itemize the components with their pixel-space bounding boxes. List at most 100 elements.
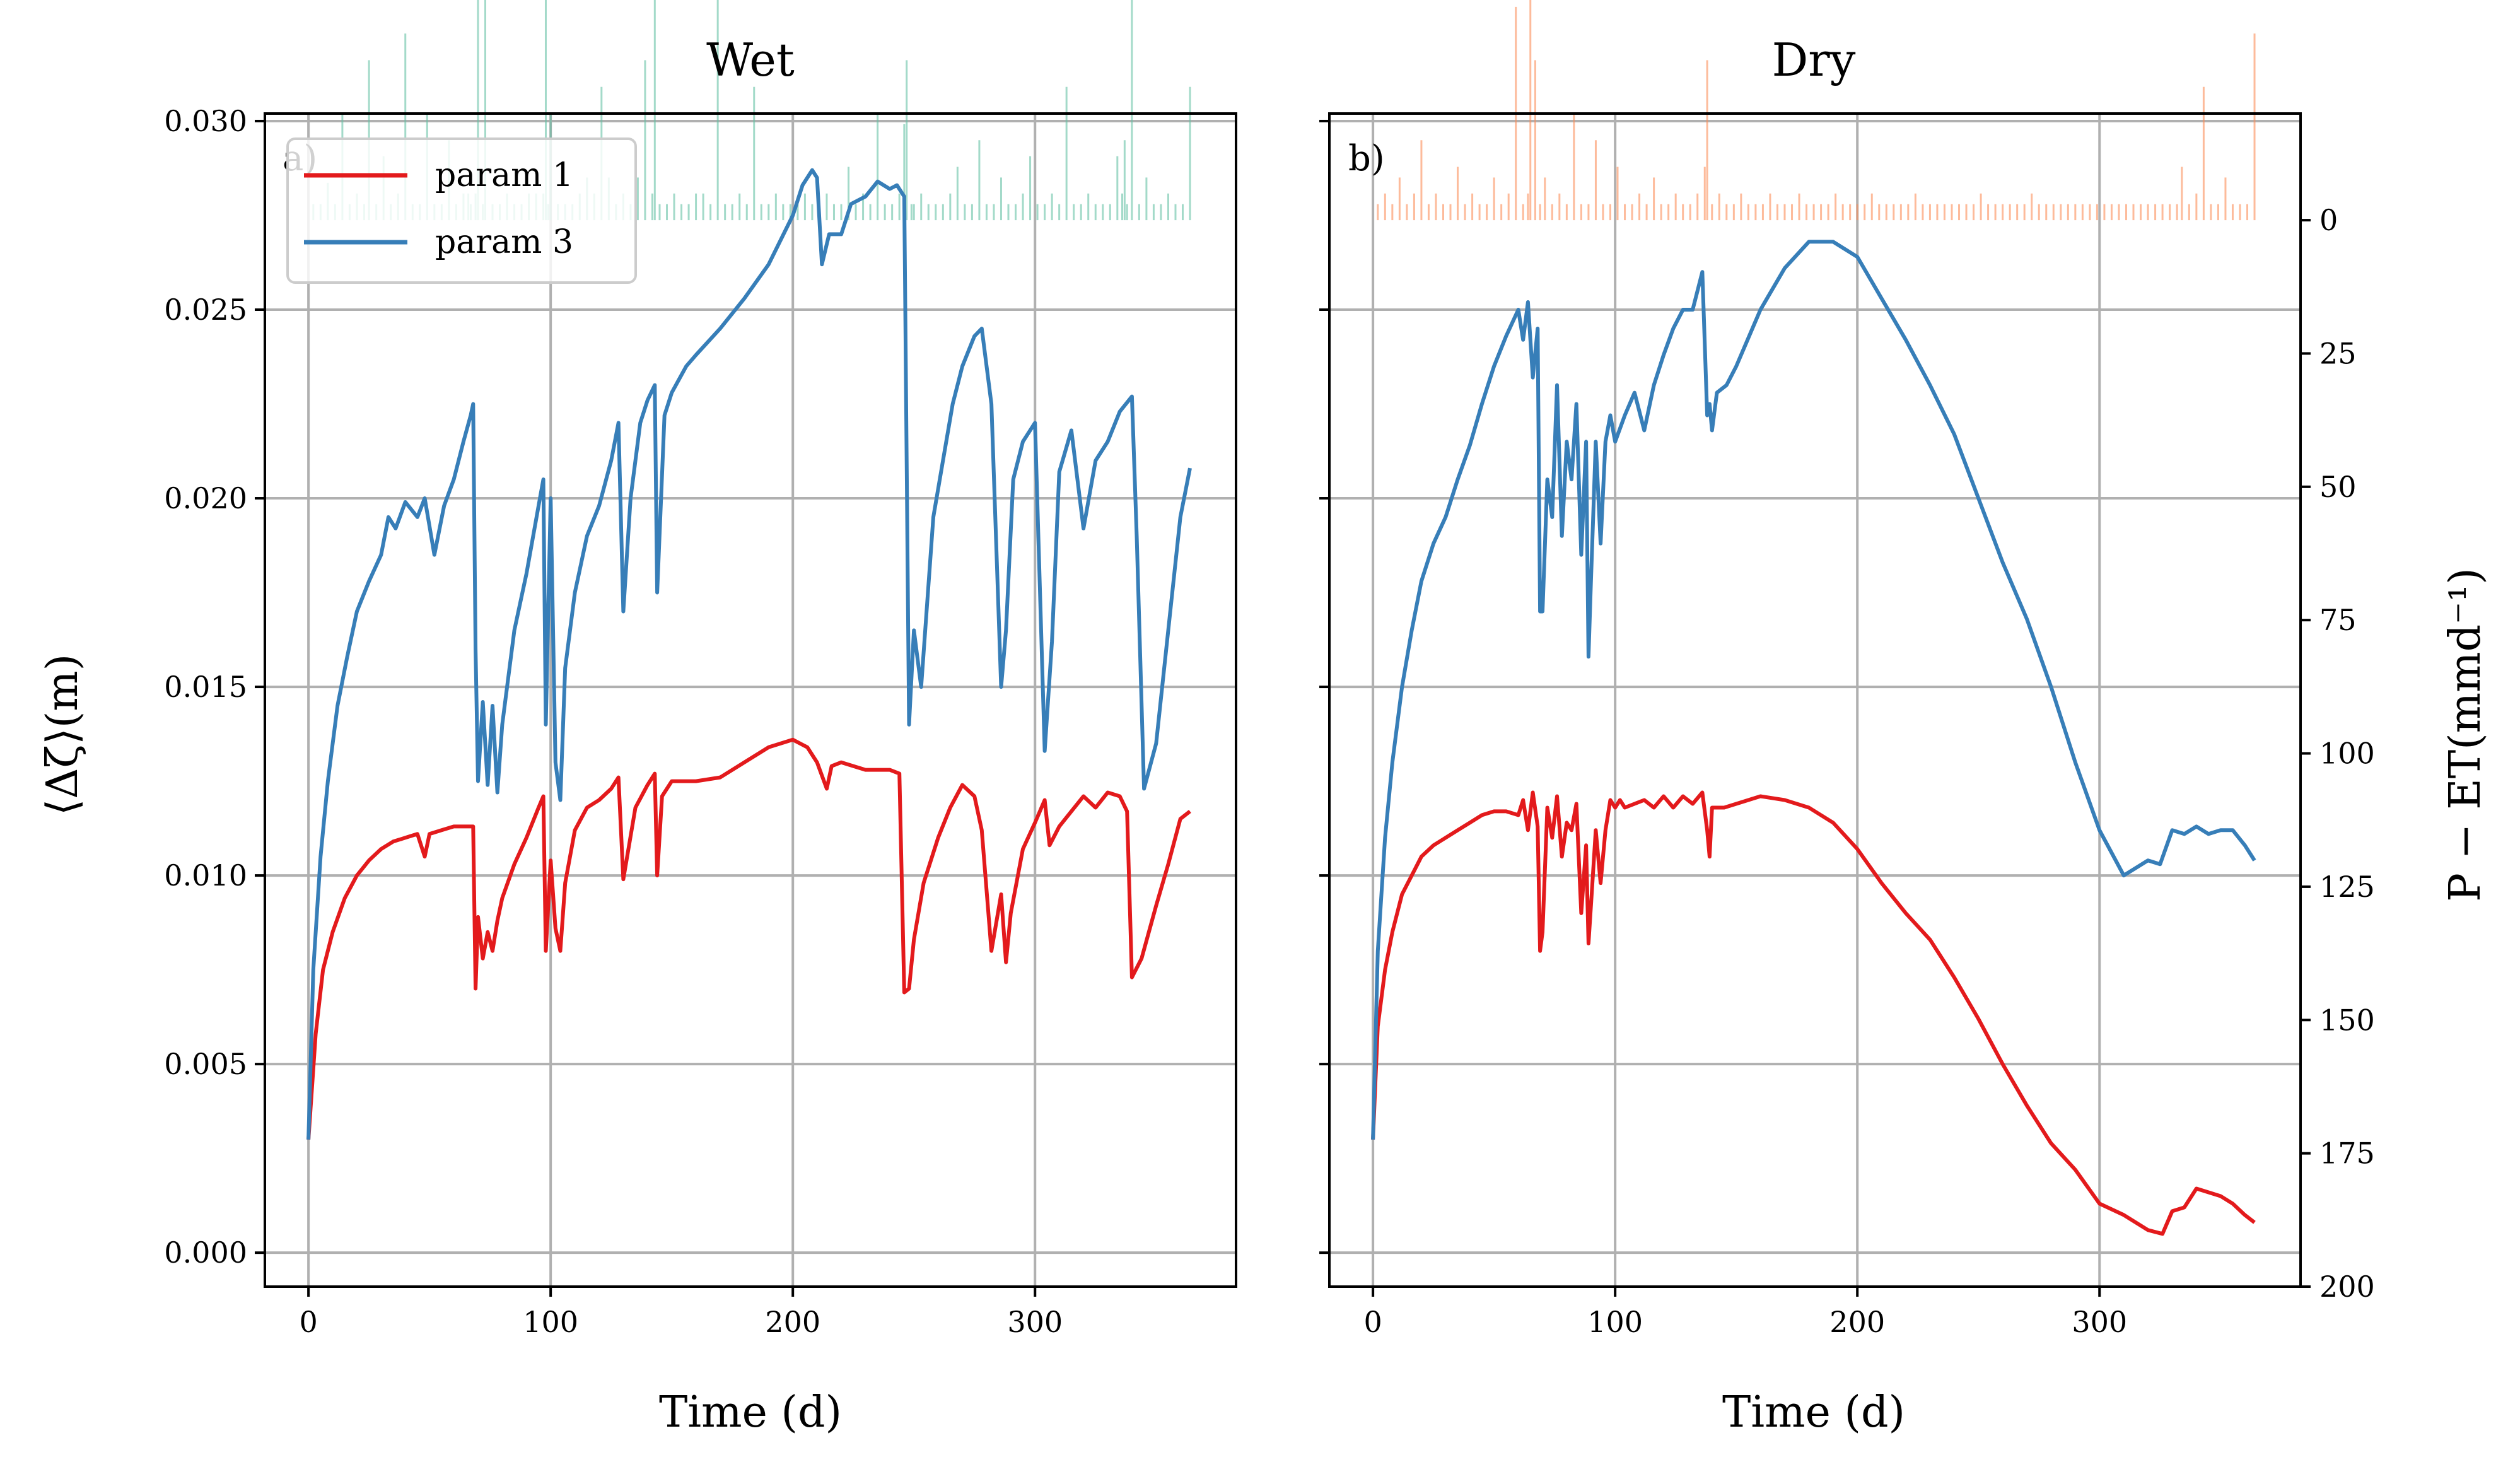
precip-bar-wet xyxy=(702,193,704,221)
precip-bar-dry xyxy=(2217,204,2219,221)
precip-bar-dry xyxy=(1653,177,1655,221)
precip-bar-wet xyxy=(1189,86,1191,221)
precip-bar-dry xyxy=(2060,204,2062,221)
precip-bar-wet xyxy=(985,204,988,221)
precip-bar-wet xyxy=(1167,193,1169,221)
precip-bar-wet xyxy=(651,193,653,221)
plot-frame-wet xyxy=(264,112,1237,1288)
precip-bar-wet xyxy=(1131,0,1133,221)
panel-title-wet: Wet xyxy=(706,33,795,86)
precip-bar-dry xyxy=(1609,204,1611,221)
x-tick-label-wet: 0 xyxy=(299,1305,317,1339)
precip-bar-dry xyxy=(2125,204,2127,221)
precip-bar-wet xyxy=(544,0,547,221)
precip-bar-dry xyxy=(1747,204,1749,221)
precip-bar-dry xyxy=(1754,204,1757,221)
y-tick-label-left: 0.000 xyxy=(164,1236,247,1270)
precip-bar-wet xyxy=(1152,204,1155,221)
precip-bar-dry xyxy=(1740,193,1742,221)
precip-bar-dry xyxy=(2169,204,2171,221)
precip-bar-dry xyxy=(2052,204,2055,221)
y-tick-label-right: 150 xyxy=(2319,1003,2375,1037)
precip-bar-dry xyxy=(2210,204,2212,221)
precip-bar-dry xyxy=(2031,193,2033,221)
x-tick-label-wet: 200 xyxy=(765,1305,820,1339)
precip-bar-dry xyxy=(1565,204,1568,221)
precip-bar-dry xyxy=(2009,204,2011,221)
precip-bar-wet xyxy=(1126,204,1128,221)
precip-bar-dry xyxy=(1478,204,1481,221)
precip-bar-dry xyxy=(1529,0,1532,221)
precip-bar-dry xyxy=(1558,193,1561,221)
precip-bar-wet xyxy=(993,204,995,221)
precip-bar-dry xyxy=(1703,167,1706,221)
precip-bar-dry xyxy=(1435,193,1437,221)
precip-bar-dry xyxy=(1406,204,1408,221)
precip-bar-wet xyxy=(1044,204,1046,221)
precip-bar-dry xyxy=(2118,204,2120,221)
precip-bar-wet xyxy=(789,204,791,221)
precip-bar-wet xyxy=(709,204,712,221)
precip-bar-dry xyxy=(2224,177,2227,221)
y-tick-label-right: 75 xyxy=(2319,603,2357,637)
y-tick-label-left: 0.010 xyxy=(164,858,247,892)
precip-bar-dry xyxy=(1870,193,1873,221)
y-axis-label-right: P − ET(mmd⁻¹) xyxy=(2441,568,2490,902)
precip-bar-wet xyxy=(877,114,879,221)
precip-bar-dry xyxy=(1587,204,1590,221)
precip-bar-dry xyxy=(1427,204,1430,221)
precip-bar-dry xyxy=(2253,33,2256,221)
precip-bar-wet xyxy=(658,204,661,221)
precip-bar-dry xyxy=(2188,204,2190,221)
precip-bar-wet xyxy=(1109,204,1111,221)
precip-bar-dry xyxy=(1413,193,1415,221)
precip-bar-dry xyxy=(1500,204,1503,221)
series-line-wet-param-3 xyxy=(306,168,1192,1140)
y-tick-label-right: 25 xyxy=(2319,336,2357,370)
precip-bar-wet xyxy=(695,193,697,221)
precip-bar-dry xyxy=(2110,204,2113,221)
y-tick-label-left: 0.015 xyxy=(164,670,247,704)
precip-bar-wet xyxy=(1065,86,1068,221)
precip-bar-dry xyxy=(1616,167,1619,221)
precip-bar-wet xyxy=(803,193,806,221)
precip-bar-wet xyxy=(1121,193,1124,221)
precip-bar-dry xyxy=(1539,204,1541,221)
precip-bar-wet xyxy=(1058,204,1061,221)
precip-bar-dry xyxy=(1580,204,1582,221)
precip-bar-dry xyxy=(1973,204,1975,221)
precip-bar-wet xyxy=(964,204,966,221)
precip-bar-wet xyxy=(796,204,799,221)
y-tick-label-right: 0 xyxy=(2319,203,2338,237)
precip-bar-dry xyxy=(1899,204,1902,221)
precip-bar-dry xyxy=(1674,193,1677,221)
legend-label-param-1: param 1 xyxy=(435,156,573,194)
precip-bar-wet xyxy=(840,204,843,221)
y-tick-label-right: 50 xyxy=(2319,470,2357,504)
precip-bar-dry xyxy=(1841,204,1844,221)
precip-bar-dry xyxy=(2067,204,2069,221)
precip-bar-wet xyxy=(760,204,762,221)
precip-bar-dry xyxy=(1783,204,1786,221)
precip-bar-dry xyxy=(1835,193,1837,221)
precip-bar-dry xyxy=(1907,204,1910,221)
x-tick-label-dry: 300 xyxy=(2072,1305,2127,1339)
precip-bar-dry xyxy=(1994,204,1997,221)
precip-bar-dry xyxy=(1878,204,1881,221)
precip-bar-wet xyxy=(1087,193,1090,221)
precip-bar-dry xyxy=(2195,193,2198,221)
precip-bar-dry xyxy=(2002,204,2004,221)
precip-bar-wet xyxy=(1174,204,1177,221)
precip-bar-dry xyxy=(1980,193,1982,221)
precip-bar-wet xyxy=(869,204,872,221)
precip-bar-wet xyxy=(978,140,981,221)
precip-bar-wet xyxy=(738,193,741,221)
precip-bar-dry xyxy=(1856,204,1858,221)
precip-bar-wet xyxy=(898,193,901,221)
precip-bar-dry xyxy=(1689,204,1691,221)
precip-bar-wet xyxy=(1160,204,1162,221)
precip-bar-dry xyxy=(1885,204,1887,221)
precip-bar-wet xyxy=(1051,193,1053,221)
precip-bar-dry xyxy=(2081,204,2084,221)
